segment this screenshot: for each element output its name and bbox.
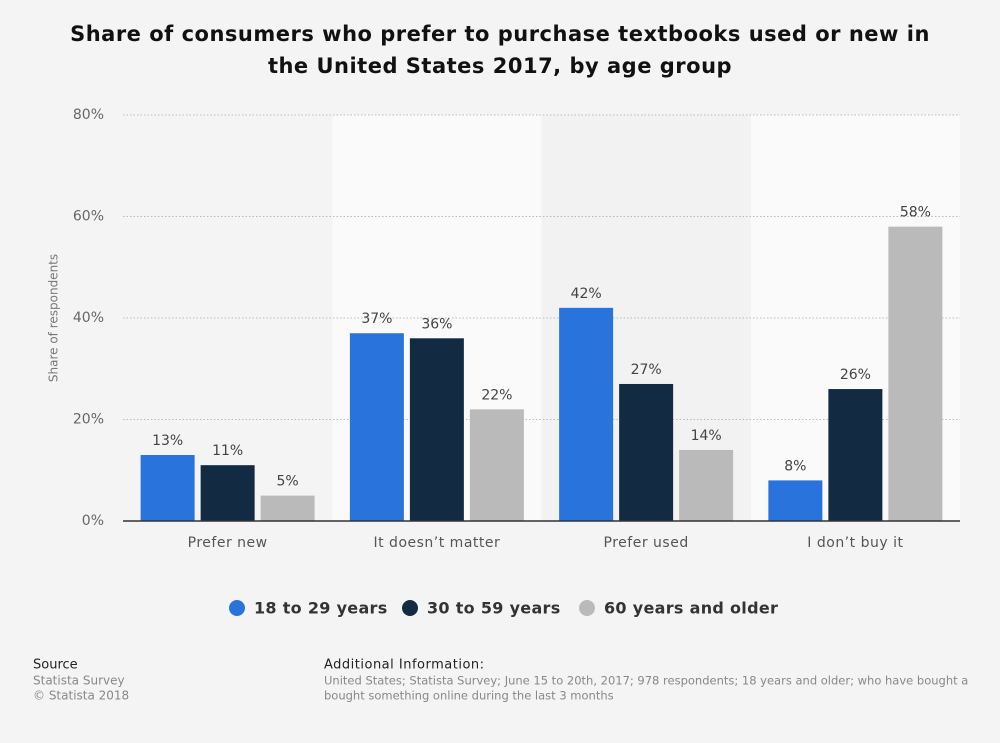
x-tick-label: It doesn’t matter <box>373 535 500 551</box>
bar <box>469 409 524 521</box>
x-tick-label: Prefer used <box>604 535 689 551</box>
bar <box>140 455 195 521</box>
x-tick-label: Prefer new <box>188 535 268 551</box>
legend-label: 30 to 59 years <box>427 599 561 618</box>
bar <box>768 480 823 521</box>
y-axis-label: Share of respondents <box>47 254 61 382</box>
chart-title: the United States 2017, by age group <box>268 54 732 78</box>
y-tick-label: 60% <box>73 209 104 225</box>
data-label: 13% <box>152 433 183 449</box>
bar <box>559 307 614 521</box>
source-text: Statista Survey <box>33 674 125 688</box>
bar <box>679 449 734 521</box>
data-label: 14% <box>691 428 722 444</box>
data-label: 11% <box>212 443 243 459</box>
data-label: 58% <box>900 205 931 221</box>
bar <box>828 389 883 521</box>
bar <box>619 383 674 521</box>
y-tick-label: 0% <box>82 513 104 529</box>
source-heading: Source <box>33 658 78 673</box>
bar <box>260 495 315 521</box>
legend-label: 18 to 29 years <box>254 599 388 618</box>
bar <box>200 465 255 521</box>
y-tick-label: 80% <box>73 107 104 123</box>
legend-marker <box>229 600 245 616</box>
data-label: 5% <box>277 474 299 490</box>
data-label: 36% <box>421 316 452 332</box>
bar <box>888 226 943 521</box>
data-label: 27% <box>631 362 662 378</box>
x-tick-label: I don’t buy it <box>807 535 903 551</box>
info-text: United States; Statista Survey; June 15 … <box>324 674 968 688</box>
bar <box>409 338 464 521</box>
legend-label: 60 years and older <box>604 599 778 618</box>
source-text: © Statista 2018 <box>33 689 129 703</box>
info-heading: Additional Information: <box>324 658 485 673</box>
data-label: 37% <box>361 311 392 327</box>
data-label: 8% <box>784 458 806 474</box>
legend-marker <box>579 600 595 616</box>
y-tick-label: 20% <box>73 412 104 428</box>
data-label: 26% <box>840 367 871 383</box>
legend-marker <box>402 600 418 616</box>
data-label: 22% <box>481 387 512 403</box>
bar <box>349 333 404 521</box>
y-tick-label: 40% <box>73 310 104 326</box>
data-label: 42% <box>571 286 602 302</box>
info-text: bought something online during the last … <box>324 689 614 703</box>
chart-title: Share of consumers who prefer to purchas… <box>70 22 930 46</box>
